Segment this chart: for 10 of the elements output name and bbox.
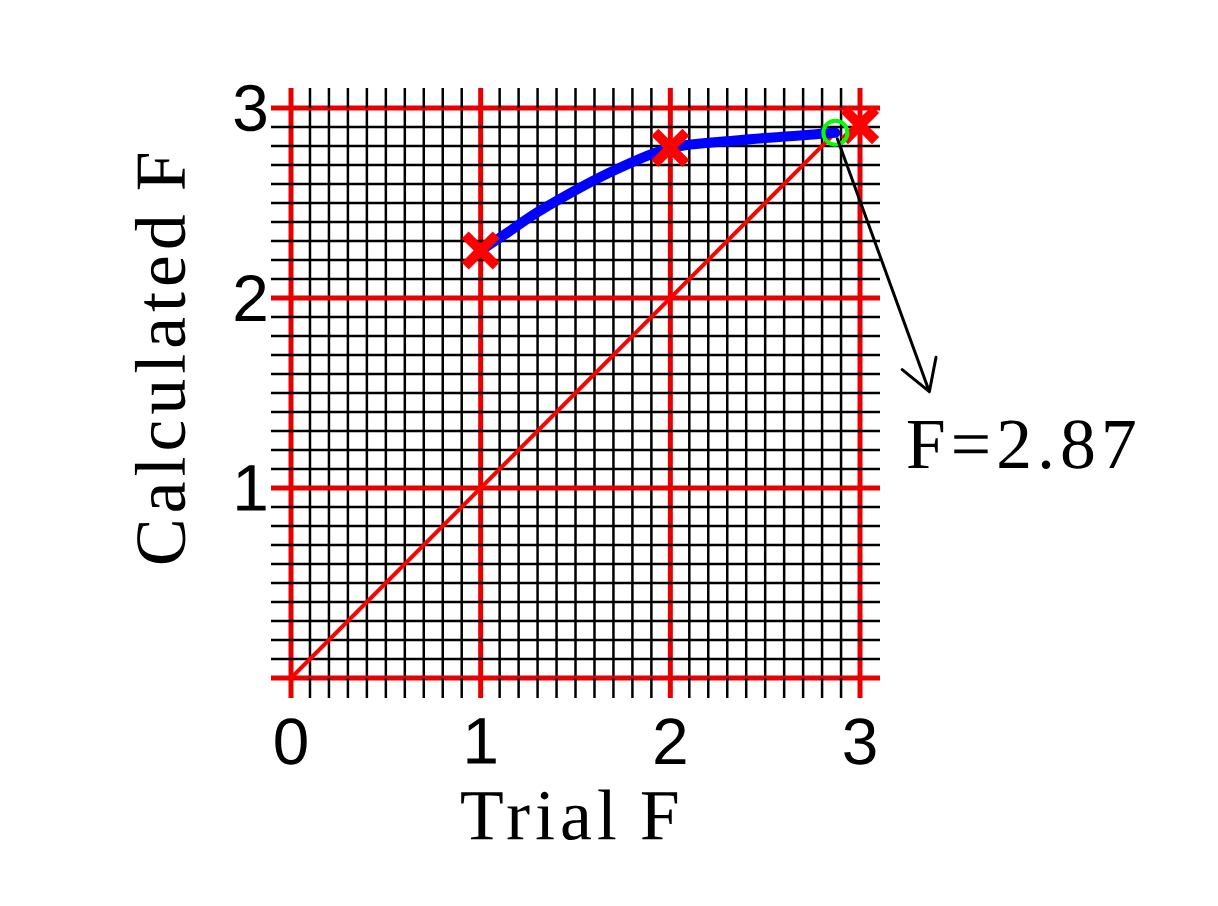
annotation: F=2.87 [907,420,1135,470]
x-tick-label: 1 [467,718,496,764]
y-axis-title: Calculated F [134,154,186,564]
x-axis-title: Trial F [461,789,678,841]
x-tick-label: 2 [655,718,686,765]
y-tick-label: 2 [235,275,266,321]
y-tick-label: 1 [237,465,266,511]
x-tick-label: 3 [844,718,876,765]
y-tick-label: 3 [234,84,266,132]
x-tick-label: 0 [275,718,307,765]
